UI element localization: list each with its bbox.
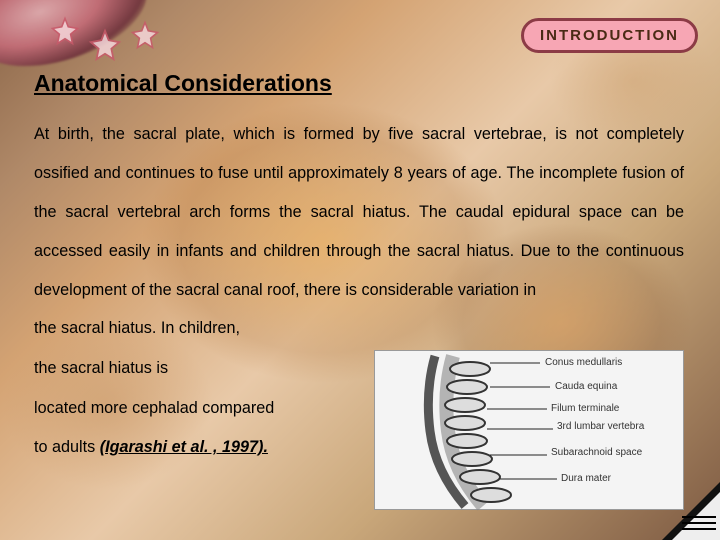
- anatomy-label: Conus medullaris: [545, 357, 622, 368]
- anatomy-label: Filum terminale: [551, 403, 619, 414]
- anatomy-label: Subarachnoid space: [551, 447, 642, 458]
- star-icon: [50, 16, 80, 46]
- star-icon: [130, 20, 160, 50]
- heading: Anatomical Considerations: [34, 70, 684, 97]
- anatomy-diagram: Conus medullaris Cauda equina Filum term…: [374, 350, 684, 510]
- body-paragraph: At birth, the sacral plate, which is for…: [34, 115, 684, 309]
- star-icon: [88, 28, 122, 62]
- tail-prefix: to adults: [34, 438, 100, 456]
- anatomy-label: Dura mater: [561, 473, 611, 484]
- section-badge: INTRODUCTION: [521, 18, 698, 53]
- slide: INTRODUCTION Anatomical Considerations A…: [0, 0, 720, 540]
- anatomy-label: Cauda equina: [555, 381, 617, 392]
- corner-decoration: [0, 0, 260, 60]
- citation: (Igarashi et al. , 1997).: [100, 438, 268, 456]
- anatomy-label: 3rd lumbar vertebra: [557, 421, 644, 432]
- page-curl-icon: [662, 482, 720, 540]
- tail-line: the sacral hiatus. In children,: [34, 309, 684, 349]
